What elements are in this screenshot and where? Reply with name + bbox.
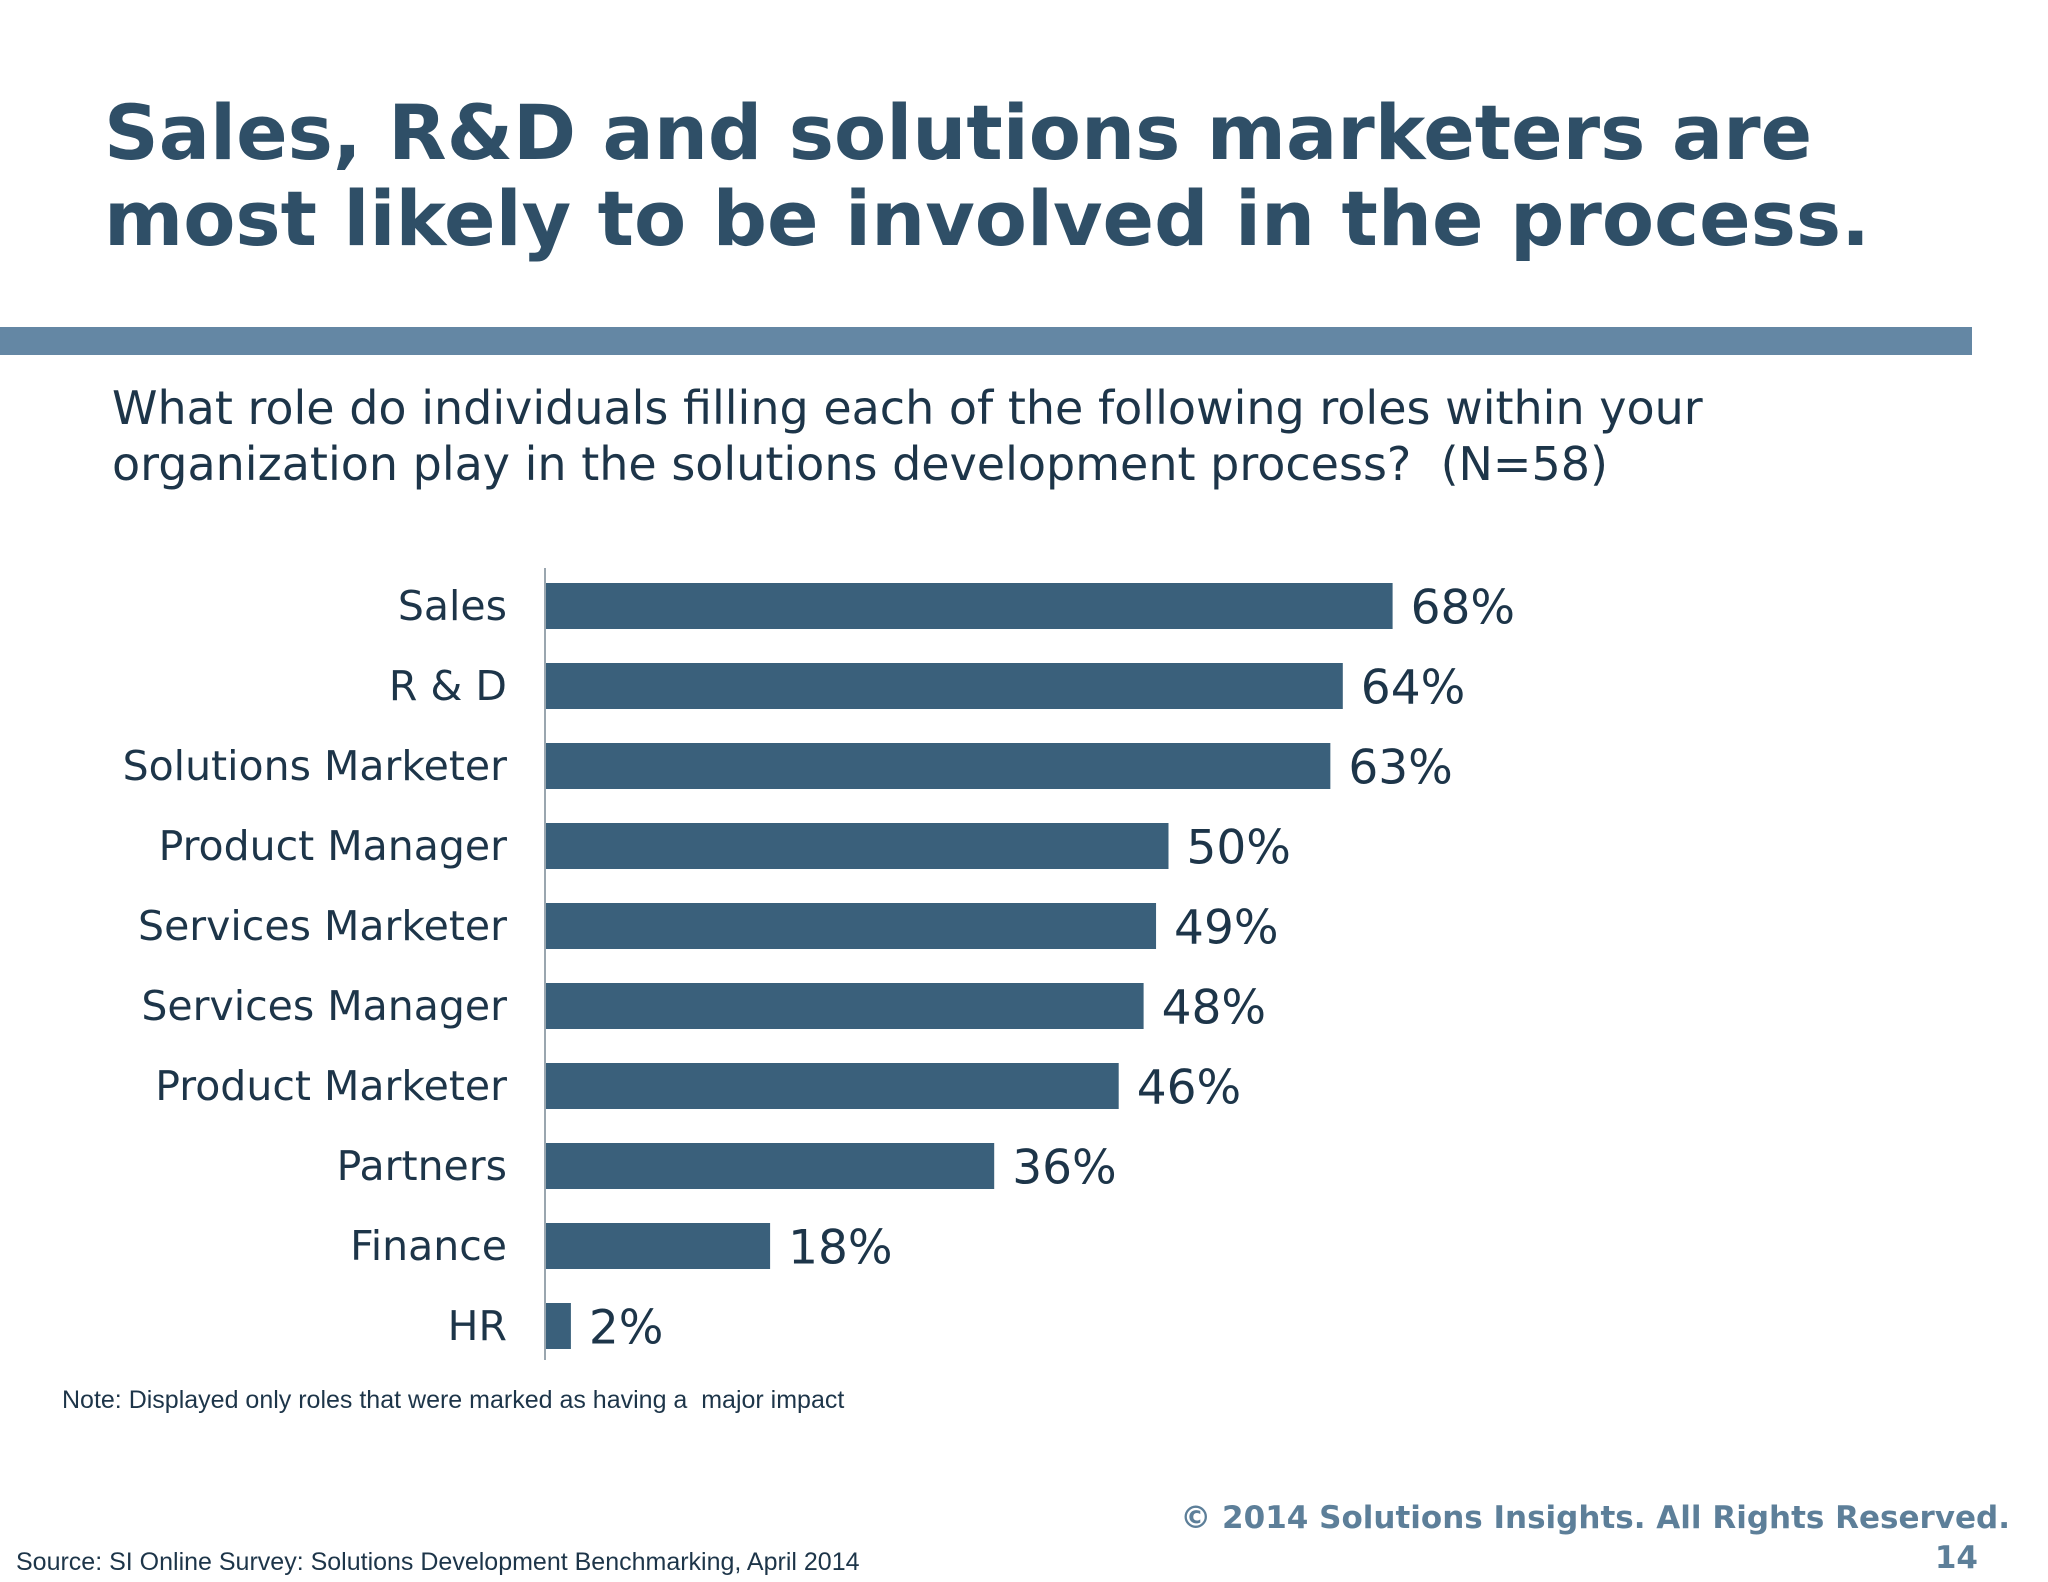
survey-question-line-1: What role do individuals filling each of… xyxy=(112,381,1703,435)
value-label: 50% xyxy=(1187,821,1291,876)
bar-services-manager xyxy=(546,983,1144,1029)
title-divider-bar xyxy=(0,327,1972,355)
value-label: 18% xyxy=(788,1221,892,1276)
value-labels-layer: 68% 64% 63% 50% 49% 48% 46% 36% 18% 2% xyxy=(589,581,1515,1356)
bar-partners xyxy=(546,1143,995,1189)
bar-product-manager xyxy=(546,823,1169,869)
survey-question: What role do individuals filling each of… xyxy=(112,380,1972,492)
category-labels-layer: Sales R & D Solutions Marketer Product Mana… xyxy=(123,582,508,1350)
bar-hr xyxy=(546,1303,571,1349)
value-label: 63% xyxy=(1348,741,1452,796)
value-label: 36% xyxy=(1012,1141,1116,1196)
copyright-notice: © 2014 Solutions Insights. All Rights Re… xyxy=(1180,1500,2010,1536)
value-label: 46% xyxy=(1137,1061,1241,1116)
bar-product-marketer xyxy=(546,1063,1119,1109)
survey-question-line-2: organization play in the solutions devel… xyxy=(112,437,1608,491)
slide-title: Sales, R&D and solutions marketers are m… xyxy=(104,90,1984,262)
bars-layer xyxy=(546,583,1393,1349)
category-label: R & D xyxy=(389,662,507,710)
value-label: 64% xyxy=(1361,661,1465,716)
category-label: Partners xyxy=(337,1142,507,1190)
value-label: 48% xyxy=(1162,981,1266,1036)
bar-solutions-marketer xyxy=(546,743,1331,789)
category-label: Product Manager xyxy=(159,822,508,870)
bar-finance xyxy=(546,1223,771,1269)
category-label: HR xyxy=(448,1302,507,1350)
value-label: 49% xyxy=(1174,901,1278,956)
category-label: Sales xyxy=(398,582,507,630)
slide-title-line-2: most likely to be involved in the proces… xyxy=(104,174,1871,263)
bar-sales xyxy=(546,583,1393,629)
category-label: Product Marketer xyxy=(155,1062,507,1110)
slide-title-line-1: Sales, R&D and solutions marketers are xyxy=(104,88,1813,177)
bar-r-d xyxy=(546,663,1343,709)
category-label: Services Manager xyxy=(141,982,507,1030)
value-label: 68% xyxy=(1411,581,1515,636)
roles-bar-chart: Sales R & D Solutions Marketer Product Mana… xyxy=(123,568,1515,1360)
page-number: 14 xyxy=(1934,1540,1978,1576)
bar-services-marketer xyxy=(546,903,1157,949)
source-citation: Source: SI Online Survey: Solutions Deve… xyxy=(16,1548,860,1576)
value-label: 2% xyxy=(589,1301,664,1356)
category-label: Finance xyxy=(350,1222,507,1270)
category-label: Services Marketer xyxy=(138,902,507,950)
chart-note: Note: Displayed only roles that were mar… xyxy=(62,1386,845,1414)
category-label: Solutions Marketer xyxy=(123,742,508,790)
